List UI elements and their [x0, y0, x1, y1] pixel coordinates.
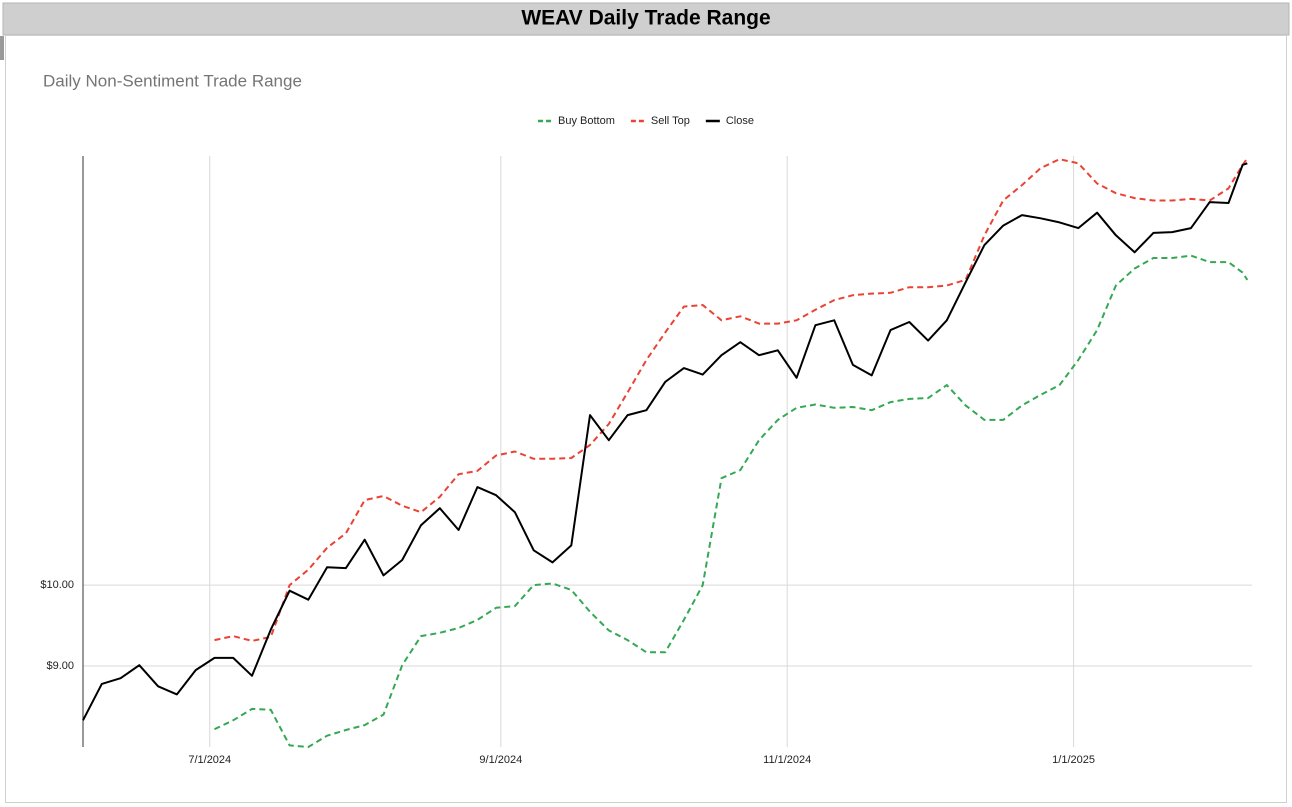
chart-title: WEAV Daily Trade Range — [521, 7, 770, 30]
legend-label: Buy Bottom — [558, 115, 615, 127]
legend-label: Close — [726, 115, 754, 127]
legend-label: Sell Top — [651, 115, 690, 127]
series-line — [214, 157, 1249, 642]
series-line — [214, 254, 1249, 748]
chart-subtitle: Daily Non-Sentiment Trade Range — [43, 71, 302, 90]
y-tick-label: $9.00 — [46, 660, 74, 672]
title-bar — [2, 2, 1290, 36]
x-tick-label: 1/1/2025 — [1052, 754, 1095, 766]
x-tick-label: 7/1/2024 — [188, 754, 231, 766]
series-line — [82, 162, 1248, 721]
y-tick-label: $10.00 — [40, 579, 74, 591]
x-tick-label: 11/1/2024 — [763, 754, 811, 766]
row-marker — [0, 36, 4, 60]
chart-frame — [5, 35, 1287, 803]
x-tick-label: 9/1/2024 — [479, 754, 522, 766]
